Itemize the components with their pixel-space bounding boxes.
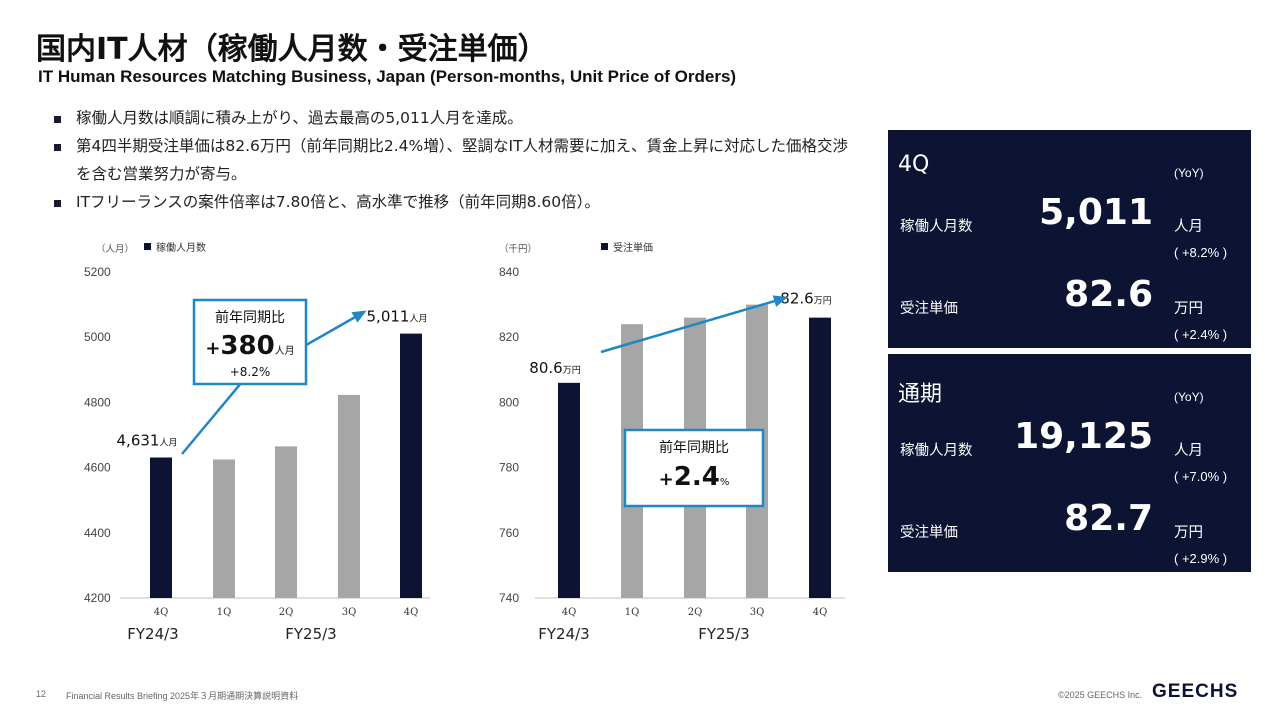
y-tick-label: 4600 xyxy=(84,461,111,475)
y-tick-label: 5000 xyxy=(84,330,111,344)
summary-row-unit: 人月 xyxy=(1174,443,1203,459)
yoy-callout-box xyxy=(623,428,765,508)
company-logo: GEECHS xyxy=(1152,681,1239,702)
x-tick-label: 4Q xyxy=(404,607,419,618)
summary-row-yoy: ( +7.0% ) xyxy=(1174,469,1228,484)
x-tick-label: 1Q xyxy=(217,607,232,618)
footer-document-title: Financial Results Briefing 2025年３月期通期決算説… xyxy=(66,691,299,701)
person-months-chart-svg: （人月） 稼働人月数 5200 5000 4800 4600 4400 4200 4Q 1Q 2Q 3… xyxy=(84,241,430,643)
bar xyxy=(809,317,831,598)
x-tick-label: 1Q xyxy=(625,607,640,618)
summary-yoy-header: (YoY) xyxy=(1174,390,1204,404)
summary-row-yoy: ( +2.4% ) xyxy=(1174,327,1228,342)
y-tick-label: 4200 xyxy=(84,591,111,605)
legend-swatch xyxy=(144,243,151,250)
start-value-label: 4,631人月 xyxy=(117,431,178,449)
summary-period: 4Q xyxy=(898,152,930,177)
bar xyxy=(213,459,235,598)
legend-swatch xyxy=(601,243,608,250)
yoy-callout-box xyxy=(192,298,308,386)
summary-period: 通期 xyxy=(898,382,943,407)
trend-arrow-head xyxy=(351,310,367,323)
callout-value: +380人月 xyxy=(205,331,294,361)
x-tick-label: 4Q xyxy=(154,607,169,618)
person-months-chart: （人月） 稼働人月数 5200 5000 4800 4600 4400 4200 4Q 1Q 2Q 3… xyxy=(70,232,470,652)
y-tick-label: 780 xyxy=(499,461,519,475)
bullet-list: 稼働人月数は順調に積み上がり、過去最高の5,011人月を達成。 第4四半期受注単… xyxy=(52,104,862,216)
unit-label: （千円） xyxy=(499,243,537,255)
end-value-label: 5,011人月 xyxy=(367,308,428,326)
x-tick-label: 2Q xyxy=(688,607,703,618)
y-tick-label: 760 xyxy=(499,526,519,540)
y-tick-label: 4800 xyxy=(84,395,111,409)
summary-row-unit: 万円 xyxy=(1174,301,1203,317)
callout-subvalue: +8.2% xyxy=(230,365,271,379)
footer-copyright: ©2025 GEECHS Inc. xyxy=(1058,690,1143,700)
bullet-item: ITフリーランスの案件倍率は7.80倍と、高水準で推移（前年同期8.60倍）。 xyxy=(52,188,862,216)
trend-arrow-line xyxy=(600,296,786,354)
x-tick-label: 4Q xyxy=(562,607,577,618)
summary-row-label: 受注単価 xyxy=(900,301,958,317)
y-tick-label: 800 xyxy=(499,395,519,409)
fiscal-year-label: FY24/3 xyxy=(538,625,589,643)
x-tick-label: 3Q xyxy=(750,607,765,618)
summary-row-yoy: ( +8.2% ) xyxy=(1174,245,1228,260)
summary-row-label: 受注単価 xyxy=(900,525,958,541)
y-tick-label: 740 xyxy=(499,591,519,605)
summary-row-value: 19,125 xyxy=(1014,416,1153,457)
y-tick-label: 5200 xyxy=(84,265,111,279)
legend-label: 受注単価 xyxy=(613,241,653,254)
end-value-label: 82.6万円 xyxy=(780,290,831,308)
page-title: 国内IT人材（稼働人月数・受注単価） xyxy=(36,32,548,67)
callout-value: +2.4% xyxy=(659,462,730,492)
y-tick-label: 4400 xyxy=(84,526,111,540)
callout-title: 前年同期比 xyxy=(659,439,729,456)
unit-label: （人月） xyxy=(96,243,134,255)
summary-row-label: 稼働人月数 xyxy=(900,219,973,235)
unit-price-chart-svg: （千円） 受注単価 840 820 800 780 760 740 4Q 1Q 2Q 3Q 4Q FY24… xyxy=(499,241,845,643)
legend-label: 稼働人月数 xyxy=(156,241,206,254)
summary-fullyear-panel: 通期 (YoY) 稼働人月数 19,125 人月 ( +7.0% ) 受注単価 … xyxy=(888,354,1251,572)
page-number: 12 xyxy=(36,689,47,699)
summary-row-yoy: ( +2.9% ) xyxy=(1174,551,1228,566)
unit-price-chart: （千円） 受注単価 840 820 800 780 760 740 4Q 1Q 2Q 3Q 4Q FY24… xyxy=(485,232,885,652)
summary-row-value: 82.6 xyxy=(1064,274,1153,315)
bar xyxy=(275,446,297,598)
summary-row-unit: 万円 xyxy=(1174,525,1203,541)
fiscal-year-label: FY24/3 xyxy=(127,625,178,643)
summary-row-unit: 人月 xyxy=(1174,219,1203,235)
fiscal-year-label: FY25/3 xyxy=(698,625,749,643)
x-tick-label: 4Q xyxy=(813,607,828,618)
summary-4q-panel: 4Q (YoY) 稼働人月数 5,011 人月 ( +8.2% ) 受注単価 8… xyxy=(888,130,1251,348)
summary-row-label: 稼働人月数 xyxy=(900,443,973,459)
start-value-label: 80.6万円 xyxy=(529,359,580,377)
summary-row-value: 82.7 xyxy=(1064,498,1153,539)
x-tick-label: 3Q xyxy=(342,607,357,618)
page-subtitle: IT Human Resources Matching Business, Ja… xyxy=(38,67,737,86)
bar xyxy=(338,394,360,598)
callout-title: 前年同期比 xyxy=(215,309,285,326)
bar xyxy=(558,382,580,598)
bullet-item: 稼働人月数は順調に積み上がり、過去最高の5,011人月を達成。 xyxy=(52,104,862,132)
bar xyxy=(150,457,172,598)
trend-arrow-head xyxy=(772,295,788,307)
summary-yoy-header: (YoY) xyxy=(1174,166,1204,180)
fiscal-year-label: FY25/3 xyxy=(285,625,336,643)
y-tick-label: 820 xyxy=(499,330,519,344)
bullet-item: 第4四半期受注単価は82.6万円（前年同期比2.4%増）、堅調なIT人材需要に加… xyxy=(52,132,862,188)
x-tick-label: 2Q xyxy=(279,607,294,618)
y-tick-label: 840 xyxy=(499,265,519,279)
summary-row-value: 5,011 xyxy=(1039,192,1153,233)
bar xyxy=(400,333,422,598)
